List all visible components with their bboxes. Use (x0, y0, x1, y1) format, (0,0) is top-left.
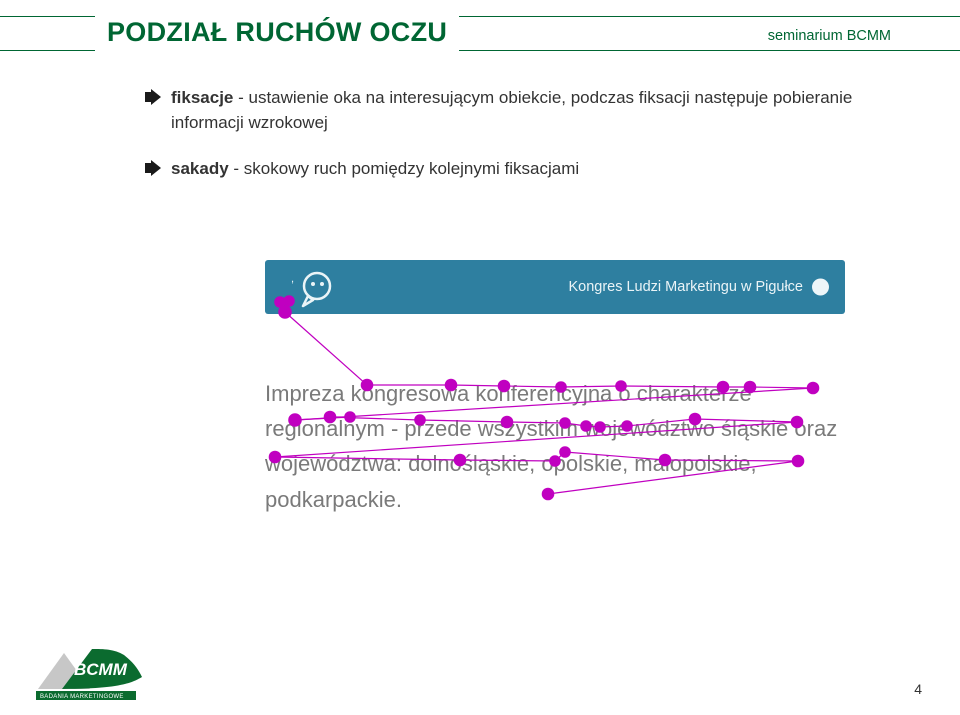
svg-text:,: , (291, 273, 294, 285)
bullet-text: sakady - skokowy ruch pomiędzy kolejnymi… (171, 157, 579, 182)
svg-text:BCMM: BCMM (74, 660, 128, 679)
bullet-term: fiksacje (171, 88, 233, 107)
gaze-figure: , Kongres Ludzi Marketingu w Pigułce Imp… (265, 260, 845, 517)
title-wrap: PODZIAŁ RUCHÓW OCZU (95, 10, 459, 54)
paragraph-wrap: Impreza kongresowa konferencyjna o chara… (265, 376, 845, 517)
slide-subtitle: seminarium BCMM (764, 28, 895, 44)
slide-title: PODZIAŁ RUCHÓW OCZU (107, 17, 447, 48)
bullet-desc: - skokowy ruch pomiędzy kolejnymi fiksac… (229, 159, 580, 178)
page-number: 4 (914, 681, 922, 697)
banner: , Kongres Ludzi Marketingu w Pigułce (265, 260, 845, 314)
speech-head-icon: , (289, 264, 339, 314)
bullet-item: sakady - skokowy ruch pomiędzy kolejnymi… (145, 157, 870, 182)
slide-header: PODZIAŁ RUCHÓW OCZU seminarium BCMM (0, 10, 960, 60)
bullet-item: fiksacje - ustawienie oka na interesując… (145, 86, 870, 135)
arrow-right-icon (145, 89, 161, 105)
bullet-term: sakady (171, 159, 229, 178)
svg-text:BADANIA MARKETINGOWE: BADANIA MARKETINGOWE (40, 694, 124, 700)
banner-text: Kongres Ludzi Marketingu w Pigułce (568, 279, 803, 295)
bcmm-logo: BCMM BADANIA MARKETINGOWE (34, 647, 154, 701)
bullet-text: fiksacje - ustawienie oka na interesując… (171, 86, 870, 135)
slide-footer: BCMM BADANIA MARKETINGOWE 4 (30, 631, 930, 701)
banner-circle-icon (812, 279, 829, 296)
arrow-right-icon (145, 160, 161, 176)
content-area: fiksacje - ustawienie oka na interesując… (145, 86, 870, 204)
sample-paragraph: Impreza kongresowa konferencyjna o chara… (265, 376, 845, 517)
bullet-desc: - ustawienie oka na interesującym obiekc… (171, 88, 852, 132)
